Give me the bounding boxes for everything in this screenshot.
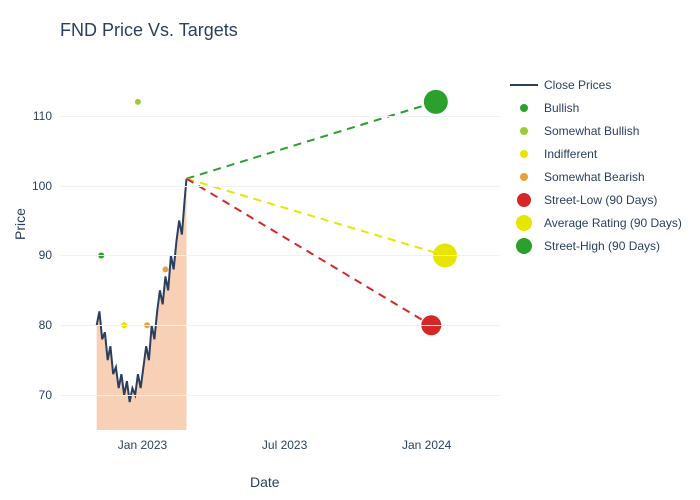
legend-label: Somewhat Bullish	[544, 124, 639, 138]
x-tick-label: Jan 2024	[402, 438, 451, 452]
x-tick-label: Jul 2023	[262, 438, 307, 452]
legend-label: Somewhat Bearish	[544, 170, 645, 184]
y-tick-label: 110	[33, 109, 52, 123]
projection-line-street-low	[187, 179, 432, 326]
legend-swatch-wrap	[510, 215, 538, 231]
chart-container: FND Price Vs. Targets Price Date 7080901…	[0, 0, 700, 500]
legend-swatch-dot	[516, 238, 532, 254]
legend-swatch-dot	[520, 150, 528, 158]
legend-label: Average Rating (90 Days)	[544, 216, 682, 230]
legend-swatch-dot	[520, 104, 528, 112]
legend-item[interactable]: Average Rating (90 Days)	[510, 213, 682, 233]
plot-area: 708090100110Jan 2023Jul 2023Jan 2024	[60, 60, 500, 430]
sentiment-point-somewhat-bearish	[162, 266, 168, 272]
legend-item[interactable]: Somewhat Bullish	[510, 121, 682, 141]
legend-item[interactable]: Street-Low (90 Days)	[510, 190, 682, 210]
gridline	[60, 186, 500, 187]
legend-swatch-dot	[517, 193, 531, 207]
gridline	[60, 325, 500, 326]
legend-swatch-wrap	[510, 127, 538, 135]
legend-swatch-wrap	[510, 193, 538, 207]
legend-item[interactable]: Indifferent	[510, 144, 682, 164]
chart-title: FND Price Vs. Targets	[60, 20, 238, 41]
projection-marker-street-high	[424, 90, 448, 114]
y-tick-label: 100	[32, 179, 52, 193]
legend: Close Prices Bullish Somewhat Bullish Indif…	[510, 75, 682, 259]
legend-item[interactable]: Somewhat Bearish	[510, 167, 682, 187]
legend-swatch-dot	[520, 127, 528, 135]
gridline	[60, 395, 500, 396]
legend-swatch-dot	[520, 173, 528, 181]
legend-swatch-line	[510, 84, 538, 86]
legend-swatch-wrap	[510, 238, 538, 254]
legend-swatch-dot	[516, 215, 532, 231]
legend-swatch-wrap	[510, 104, 538, 112]
gridline	[60, 116, 500, 117]
y-tick-label: 80	[39, 318, 52, 332]
legend-item[interactable]: Bullish	[510, 98, 682, 118]
y-tick-label: 90	[39, 248, 52, 262]
legend-swatch-wrap	[510, 173, 538, 181]
y-axis-label: Price	[12, 208, 28, 240]
legend-item[interactable]: Street-High (90 Days)	[510, 236, 682, 256]
x-axis-label: Date	[250, 474, 280, 490]
legend-label: Indifferent	[544, 147, 597, 161]
projection-line-average-rating	[187, 179, 446, 256]
legend-item[interactable]: Close Prices	[510, 75, 682, 95]
sentiment-point-somewhat-bullish	[135, 99, 141, 105]
legend-label: Street-High (90 Days)	[544, 239, 660, 253]
legend-label: Close Prices	[544, 78, 611, 92]
y-tick-label: 70	[39, 388, 52, 402]
close-prices-area	[97, 179, 187, 430]
legend-label: Street-Low (90 Days)	[544, 193, 657, 207]
projection-line-street-high	[187, 102, 436, 179]
gridline	[60, 255, 500, 256]
x-tick-label: Jan 2023	[118, 438, 167, 452]
legend-swatch-wrap	[510, 150, 538, 158]
legend-label: Bullish	[544, 101, 579, 115]
